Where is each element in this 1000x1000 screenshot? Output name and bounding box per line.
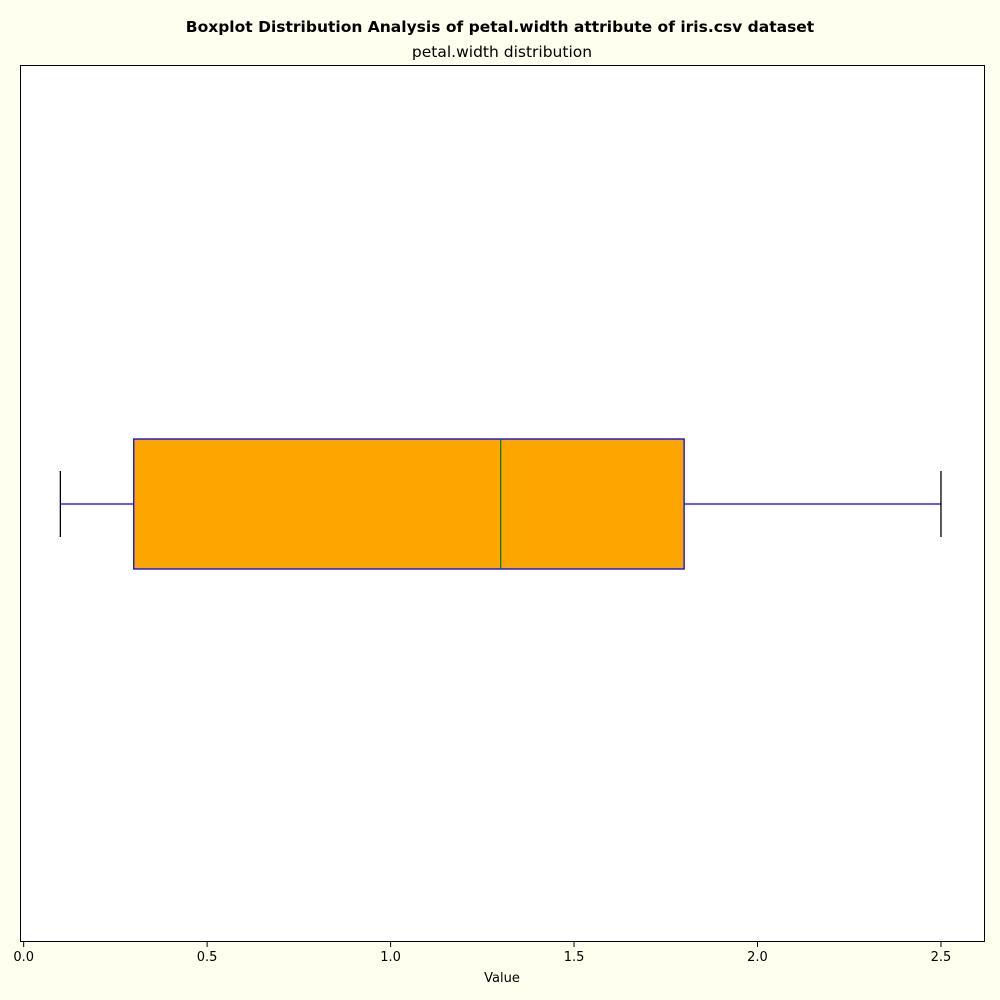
x-axis-label: Value bbox=[484, 971, 520, 986]
figure-title: Boxplot Distribution Analysis of petal.w… bbox=[186, 18, 815, 36]
chart-title: petal.width distribution bbox=[412, 43, 592, 61]
x-axis: 0.0 0.5 1.0 1.5 2.0 2.5 bbox=[13, 942, 951, 965]
box-iqr bbox=[133, 438, 685, 570]
x-tick-label: 2.0 bbox=[747, 950, 768, 965]
x-tick-label: 0.0 bbox=[13, 950, 34, 965]
box-group bbox=[59, 438, 942, 570]
x-tick-label: 0.5 bbox=[197, 950, 218, 965]
x-tick-label: 2.5 bbox=[931, 950, 952, 965]
x-tick-label: 1.0 bbox=[380, 950, 401, 965]
x-tick-label: 1.5 bbox=[564, 950, 585, 965]
